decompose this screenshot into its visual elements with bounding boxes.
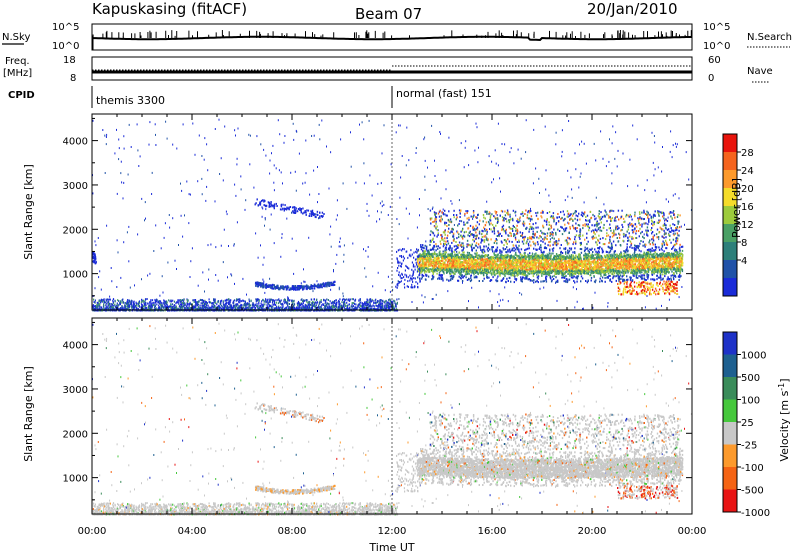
nsky-tick-top: 10^5 (52, 22, 79, 33)
power-colorbar-label: Power [dB] (730, 178, 743, 238)
nsky-label: N.Sky (2, 32, 30, 43)
velocity-y-ticks: 1000 2000 3000 4000 (63, 318, 693, 514)
x-tick-label: 16:00 (478, 526, 507, 537)
nsky-spikes (92, 30, 692, 50)
cpid-panel: CPID themis 3300 normal (fast) 151 (8, 86, 492, 108)
nave-tick-bottom: 0 (708, 73, 714, 84)
colorbar-tick-label: 4 (741, 256, 747, 267)
x-tick-label: 04:00 (178, 526, 207, 537)
colorbar-tick-label: -25 (741, 441, 757, 452)
y-tick-label: 1000 (63, 474, 88, 485)
x-axis-label: Time UT (368, 541, 414, 554)
colorbar-tick-label: 100 (741, 396, 760, 407)
freq-tick-bottom: 8 (70, 73, 76, 84)
station-title: Kapuskasing (fitACF) (92, 0, 247, 18)
nsky-tick-bottom: 10^0 (52, 41, 79, 52)
colorbar-swatch (723, 467, 737, 490)
nave-tick-top: 60 (708, 55, 721, 66)
velocity-x-ticks: 00:00 04:00 08:00 12:00 16:00 20:00 00:00 (78, 526, 707, 537)
power-colorbar: 28 24 20 16 12 8 4 Power [dB] (722, 133, 754, 297)
colorbar-swatch (723, 278, 737, 297)
y-tick-label: 3000 (63, 385, 88, 396)
colorbar-tick-label: 12 (741, 220, 754, 231)
colorbar-swatch (723, 422, 737, 445)
x-tick-label: 20:00 (578, 526, 607, 537)
y-tick-label: 3000 (63, 181, 88, 192)
nsearch-label: N.Search (747, 32, 792, 43)
colorbar-tick-label: 28 (741, 148, 754, 159)
colorbar-swatch (723, 224, 737, 243)
colorbar-swatch (723, 188, 737, 207)
colorbar-tick-label: 20 (741, 184, 754, 195)
colorbar-swatch (723, 332, 737, 355)
colorbar-swatch (723, 354, 737, 378)
y-tick-label: 1000 (63, 270, 88, 281)
colorbar-swatch (723, 152, 737, 171)
colorbar-tick-label: -500 (741, 486, 764, 497)
y-tick-label: 4000 (63, 341, 88, 352)
colorbar-swatch (723, 242, 737, 261)
freq-panel: Freq. [MHz] 18 8 60 0 Nave (3, 55, 773, 84)
x-tick-label: 12:00 (378, 526, 407, 537)
x-tick-label: 08:00 (278, 526, 307, 537)
x-tick-label: 00:00 (678, 526, 707, 537)
cpid-segment-themis: themis 3300 (96, 94, 165, 107)
nave-label: Nave (747, 66, 773, 77)
power-y-ticks: 1000 2000 3000 4000 (63, 114, 693, 310)
colorbar-tick-label: 25 (741, 418, 754, 429)
velocity-colorbar: 1000 500 100 25 -25 -100 -500 -1000 Velocity [m… (722, 331, 791, 519)
power-ylabel: Slant Range [km] (22, 164, 35, 260)
freq-tick-top: 18 (63, 55, 76, 66)
colorbar-swatch (723, 489, 737, 513)
colorbar-swatch (723, 399, 737, 423)
velocity-ylabel: Slant Range [km] (22, 366, 35, 462)
colorbar-tick-label: 16 (741, 202, 754, 213)
colorbar-tick-label: 8 (741, 238, 747, 249)
velocity-panel: 1000 2000 3000 4000 00:00 04:00 08:00 12:00 16:… (22, 317, 707, 554)
colorbar-tick-label: 500 (741, 373, 760, 384)
freq-unit-label: [MHz] (3, 68, 32, 79)
date-title: 20/Jan/2010 (587, 0, 678, 18)
nsky-trace (91, 35, 693, 42)
x-tick-label: 00:00 (78, 526, 107, 537)
colorbar-swatch (723, 377, 737, 400)
colorbar-frame (722, 133, 738, 297)
colorbar-swatch (723, 134, 737, 153)
freq-label: Freq. (5, 56, 30, 67)
nave-trace (92, 65, 692, 71)
colorbar-swatch (723, 260, 737, 279)
power-panel: 1000 2000 3000 4000 Slant Range [km] (22, 113, 693, 312)
colorbar-tick-label: -1000 (741, 508, 770, 519)
colorbar-tick-label: 1000 (741, 351, 766, 362)
colorbar-swatch (723, 206, 737, 225)
y-tick-label: 4000 (63, 137, 88, 148)
colorbar-swatch (723, 444, 737, 468)
colorbar-swatch (723, 170, 737, 189)
nsearch-tick-bottom: 10^0 (703, 41, 730, 52)
cpid-segment-normal: normal (fast) 151 (396, 87, 492, 100)
cpid-label: CPID (8, 90, 35, 101)
beam-title: Beam 07 (355, 5, 422, 23)
velocity-colorbar-label: Velocity [m s-1] (777, 378, 791, 461)
colorbar-tick-label: 24 (741, 166, 754, 177)
nsky-panel: N.Sky 10^5 10^0 10^5 10^0 N.Search (2, 22, 792, 52)
nsearch-tick-top: 10^5 (703, 22, 730, 33)
y-tick-label: 2000 (63, 429, 88, 440)
y-tick-label: 2000 (63, 225, 88, 236)
colorbar-tick-label: -100 (741, 463, 764, 474)
